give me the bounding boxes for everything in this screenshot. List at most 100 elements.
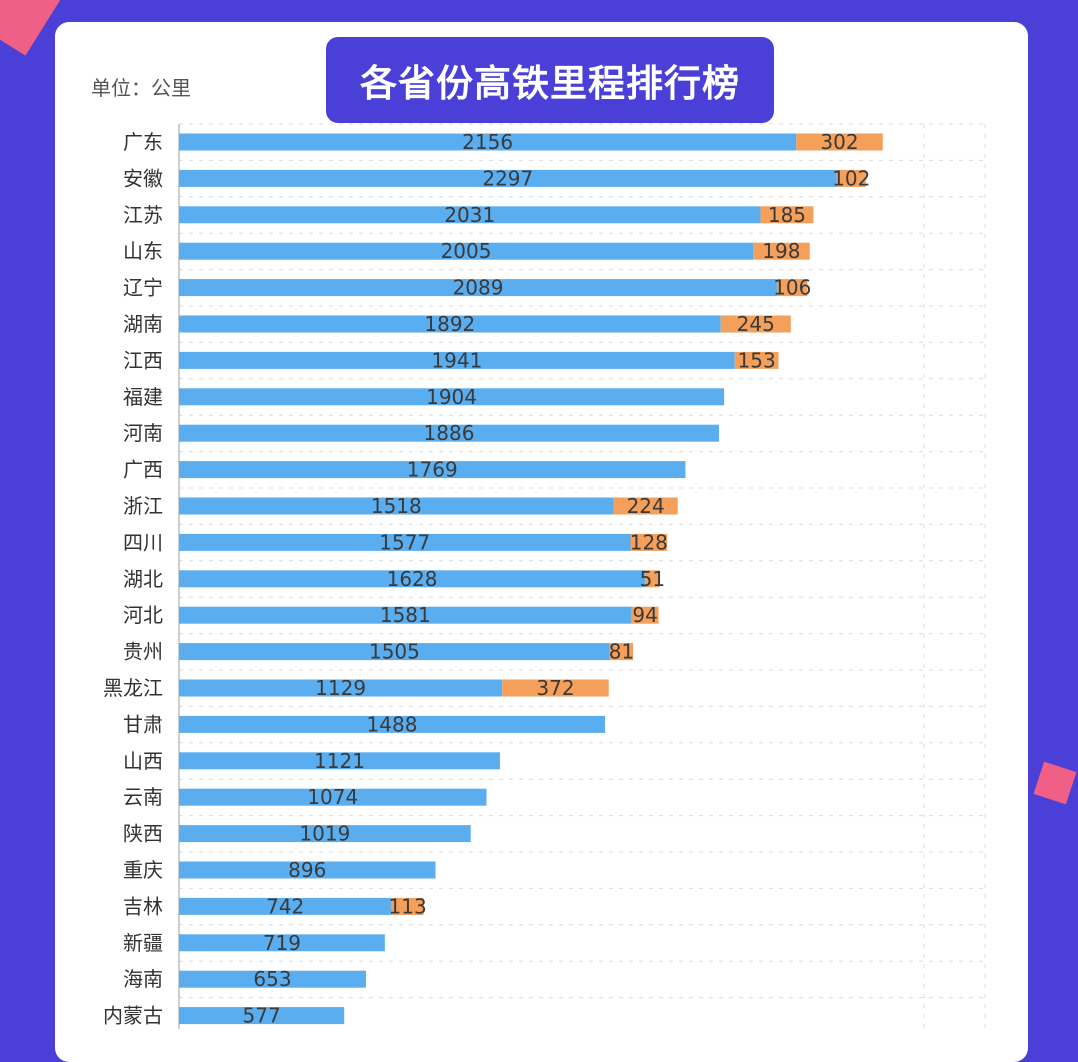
bar-segment [760, 206, 814, 224]
data-label: 245 [737, 312, 775, 336]
bar-segment [179, 169, 837, 187]
bar-segment [179, 424, 719, 442]
data-label: 577 [243, 1004, 281, 1028]
category-label: 广西 [123, 458, 163, 482]
category-label: 河北 [123, 603, 163, 627]
category-label: 陕西 [123, 822, 163, 846]
bar-segment [179, 279, 778, 297]
data-label: 896 [288, 858, 326, 882]
data-label: 653 [253, 967, 291, 991]
bar-segment [734, 351, 779, 369]
data-label: 185 [768, 203, 806, 227]
bar-segment [179, 752, 500, 770]
bar-segment [179, 897, 392, 915]
category-label: 湖南 [123, 312, 163, 336]
bar-segment [179, 533, 631, 551]
category-label: 贵州 [123, 640, 163, 664]
bar-segment [720, 315, 791, 333]
category-label: 云南 [123, 785, 163, 809]
data-label: 1577 [379, 530, 430, 554]
category-label: 福建 [123, 385, 163, 409]
bar-segment [753, 242, 810, 260]
data-label: 1505 [369, 640, 420, 664]
data-label: 106 [773, 276, 811, 300]
data-label: 1769 [407, 458, 458, 482]
bar-segment [179, 606, 632, 624]
bar-segment [391, 897, 424, 915]
bar-segment [179, 351, 735, 369]
bar-chart: 广东 2156 302 安徽 2297 102 江苏 2031 185 山东 2005 198 辽宁 20… [103, 123, 986, 1029]
bar-segment [179, 825, 471, 843]
data-label: 128 [630, 530, 668, 554]
data-label: 1074 [307, 785, 358, 809]
bar-segment [630, 533, 668, 551]
bar-segment [179, 970, 366, 988]
data-label: 51 [640, 567, 665, 591]
data-label: 153 [738, 348, 776, 372]
bar-segment [645, 570, 660, 588]
data-label: 1129 [315, 676, 366, 700]
bar-segment [179, 570, 646, 588]
category-label: 江苏 [123, 203, 163, 227]
bar-segment [609, 643, 634, 661]
data-label: 1581 [380, 603, 431, 627]
bar-segment [179, 643, 610, 661]
bar-segment [777, 279, 808, 297]
category-label: 山西 [123, 749, 163, 773]
bar-segment [179, 788, 487, 806]
data-label: 113 [389, 894, 427, 918]
bar-segment [179, 206, 761, 224]
category-label: 辽宁 [123, 276, 163, 300]
category-label: 甘肃 [123, 712, 163, 736]
data-label: 1488 [367, 712, 418, 736]
data-label: 2005 [441, 239, 492, 263]
category-label: 广东 [123, 130, 163, 154]
data-label: 719 [263, 931, 301, 955]
data-label: 742 [266, 894, 304, 918]
category-label: 海南 [123, 967, 163, 991]
category-label: 内蒙古 [103, 1004, 163, 1028]
bar-segment [836, 169, 866, 187]
bar-segment [179, 388, 725, 406]
data-label: 2156 [462, 130, 513, 154]
data-label: 94 [632, 603, 657, 627]
bar-segment [796, 133, 883, 151]
bar-segment [179, 461, 686, 479]
bar-segment [179, 861, 436, 879]
data-label: 1121 [314, 749, 365, 773]
unit-label: 单位：公里 [91, 76, 191, 100]
category-label: 山东 [123, 239, 163, 263]
bar-segment [179, 133, 797, 151]
data-label: 1628 [387, 567, 438, 591]
chart-title: 各省份高铁里程排行榜 [326, 37, 774, 123]
category-label: 江西 [123, 348, 163, 372]
data-label: 2031 [444, 203, 495, 227]
data-label: 102 [832, 166, 870, 190]
bar-segment [179, 934, 385, 952]
data-label: 198 [762, 239, 800, 263]
data-label: 1886 [424, 421, 475, 445]
category-label: 河南 [123, 421, 163, 445]
bar-segment [179, 242, 754, 260]
data-label: 2297 [482, 166, 533, 190]
category-label: 黑龙江 [103, 676, 163, 700]
category-label: 重庆 [123, 858, 163, 882]
bar-segment [179, 315, 721, 333]
data-label: 1019 [299, 822, 350, 846]
data-label: 372 [536, 676, 574, 700]
category-label: 四川 [123, 530, 163, 554]
data-label: 2089 [453, 276, 504, 300]
bar-segment [613, 497, 678, 515]
data-label: 1892 [424, 312, 475, 336]
bar-segment [631, 606, 659, 624]
data-label: 302 [820, 130, 858, 154]
category-label: 新疆 [123, 931, 163, 955]
data-label: 224 [627, 494, 665, 518]
bar-segment [179, 1007, 345, 1025]
category-label: 浙江 [123, 494, 163, 518]
data-label: 81 [609, 640, 634, 664]
bar-segment [502, 679, 609, 697]
bar-segment [179, 497, 614, 515]
data-label: 1904 [426, 385, 477, 409]
category-label: 湖北 [123, 567, 163, 591]
